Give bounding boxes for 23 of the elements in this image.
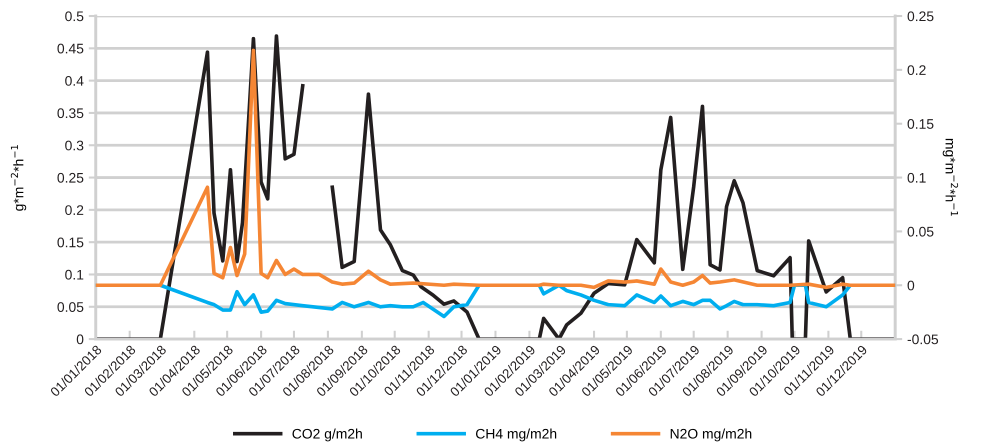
y2-tick-label: 0.15 [908, 119, 934, 129]
y2-tick-label: -0.05 [908, 334, 938, 344]
y-tick-label: 0.35 [57, 108, 84, 118]
legend-label: CO2 g/m2h [292, 428, 362, 442]
legend-label: CH4 mg/m2h [476, 428, 556, 442]
y2-tick-label: 0.1 [908, 172, 926, 183]
y2-tick-label: 0.05 [908, 226, 934, 237]
y-tick-label: 0.2 [65, 205, 84, 216]
y2-tick-label: 0.25 [908, 11, 934, 22]
y-tick-label: 0.05 [57, 302, 84, 312]
y-tick-label: 0 [76, 334, 84, 344]
y-tick-label: 0.5 [65, 11, 84, 22]
y2-axis-title: mg*m$^{−2}$*h$^{−1}$ [942, 138, 958, 216]
y2-tick-label: 0.2 [908, 65, 926, 76]
y-tick-label: 0.15 [57, 238, 84, 248]
y-tick-label: 0.4 [65, 76, 84, 86]
y-tick-label: 0.3 [65, 140, 84, 150]
y-tick-label: 0.1 [65, 270, 84, 280]
y-tick-label: 0.25 [57, 172, 84, 183]
y-axis-title: g*m$^{−2}$*h$^{−1}$ [10, 145, 26, 211]
y-tick-label: 0.45 [57, 44, 84, 54]
y2-tick-label: 0 [908, 280, 914, 290]
legend-label: N2O mg/m2h [670, 428, 752, 442]
